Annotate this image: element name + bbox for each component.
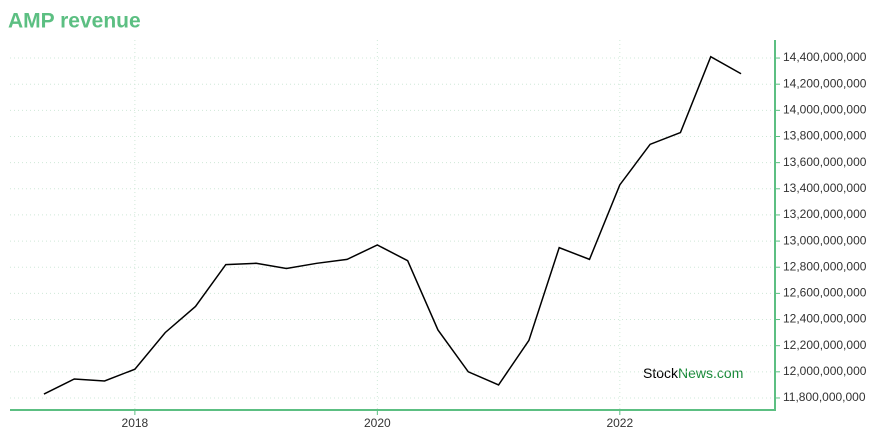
x-tick-label: 2018 [122,416,149,430]
y-tick-label: 12,200,000,000 [783,338,867,352]
y-tick-label: 14,400,000,000 [783,50,867,64]
line [43,55,742,395]
y-tick-label: 12,800,000,000 [783,259,867,273]
y-tick-label: 14,200,000,000 [783,76,867,90]
y-tick-label: 11,800,000,000 [783,390,866,404]
y-tick-label: 13,800,000,000 [783,129,867,143]
y-tick-label: 13,000,000,000 [783,233,867,247]
y-tick-label: 12,400,000,000 [783,312,867,326]
y-tick-label: 12,600,000,000 [783,286,867,300]
watermark-part: News.com [678,365,743,381]
y-tick-label: 13,200,000,000 [783,207,867,221]
x-tick-label: 2020 [364,416,391,430]
chart-title: AMP revenue [8,10,141,33]
watermark: StockNews.com [643,365,743,381]
y-tick-label: 13,400,000,000 [783,181,867,195]
y-tick-label: 12,000,000,000 [783,364,867,378]
x-tick-label: 2022 [606,416,633,430]
y-tick-label: 14,000,000,000 [783,103,867,117]
y-tick-label: 13,600,000,000 [783,155,867,169]
watermark-part: Stock [643,365,679,381]
